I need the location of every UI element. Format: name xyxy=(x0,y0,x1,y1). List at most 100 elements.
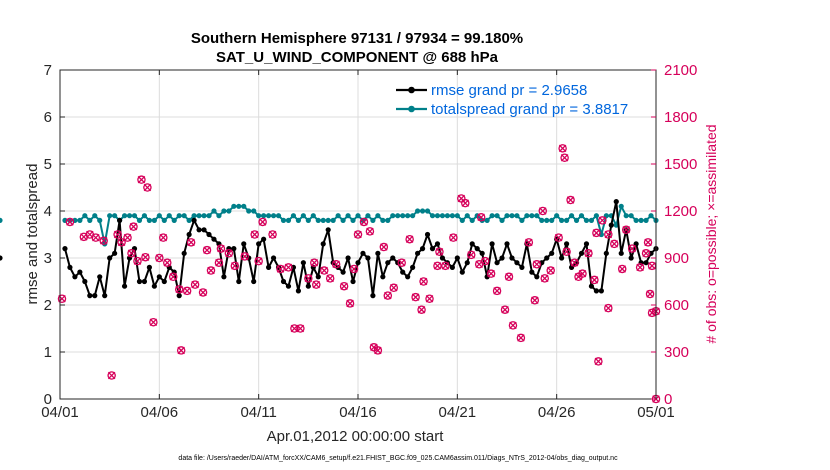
rmse-point xyxy=(603,250,609,256)
totalspread-point xyxy=(434,213,441,219)
rmse-point xyxy=(151,283,157,289)
obs-possible-marker xyxy=(216,244,226,253)
totalspread-point xyxy=(464,213,470,219)
obs-possible-marker xyxy=(143,183,152,192)
totalspread-point xyxy=(395,213,401,219)
obs-count-marker xyxy=(617,264,627,274)
totalspread-point xyxy=(410,213,416,219)
rmse-point xyxy=(266,264,272,270)
rmse-point xyxy=(305,283,311,289)
obs-count-marker xyxy=(592,228,601,238)
obs-count-marker xyxy=(433,261,442,271)
obs-assimilated-marker xyxy=(177,346,185,355)
obs-possible-marker xyxy=(117,238,126,247)
obs-assimilated-marker xyxy=(169,273,177,281)
totalspread-point xyxy=(415,208,421,214)
totalspread-point xyxy=(350,217,356,223)
obs-possible-marker xyxy=(254,256,263,266)
obs-count-marker xyxy=(276,264,285,274)
obs-count-marker xyxy=(538,206,548,216)
obs-count-marker xyxy=(127,249,136,258)
totalspread-point xyxy=(568,213,575,219)
obs-count-marker xyxy=(492,286,502,296)
rmse-point xyxy=(390,255,396,261)
obs-assimilated-marker xyxy=(304,274,313,283)
obs-count-marker xyxy=(417,305,426,314)
totalspread-point xyxy=(504,213,510,219)
obs-assimilated-marker xyxy=(117,238,126,247)
obs-count-marker xyxy=(641,249,651,258)
obs-possible-marker xyxy=(562,247,571,256)
rmse-point xyxy=(578,250,585,256)
obs-assimilated-marker xyxy=(644,238,652,247)
obs-possible-marker xyxy=(258,217,267,227)
obs-count-marker xyxy=(504,272,514,282)
totalspread-point xyxy=(156,213,162,219)
obs-assimilated-marker xyxy=(163,258,172,267)
totalspread-point xyxy=(340,217,346,223)
obs-assimilated-marker xyxy=(92,233,100,242)
obs-assimilated-marker xyxy=(207,266,215,275)
obs-count-marker xyxy=(645,289,655,299)
obs-assimilated-marker xyxy=(183,287,191,295)
obs-assimilated-marker xyxy=(296,324,305,333)
y-tick-label: 0 xyxy=(44,391,52,408)
totalspread-point xyxy=(439,213,446,219)
obs-possible-marker xyxy=(345,299,355,308)
obs-assimilated-marker xyxy=(191,280,199,289)
obs-count-marker xyxy=(107,371,116,380)
totalspread-point xyxy=(82,213,88,219)
x-tick-label: 05/01 xyxy=(637,404,675,421)
chart-title: Southern Hemisphere 97131 / 97934 = 99.1… xyxy=(191,30,523,47)
obs-count-marker xyxy=(441,261,450,271)
rmse-point xyxy=(583,241,590,247)
obs-possible-marker xyxy=(159,233,168,242)
obs-count-marker xyxy=(425,294,434,303)
obs-assimilated-marker xyxy=(360,218,368,226)
obs-assimilated-marker xyxy=(566,196,575,204)
obs-assimilated-marker xyxy=(390,284,398,292)
obs-assimilated-marker xyxy=(622,226,630,234)
obs-count-marker xyxy=(508,321,518,330)
totalspread-point xyxy=(246,208,252,214)
obs-possible-marker xyxy=(339,281,349,291)
obs-possible-marker xyxy=(319,266,329,275)
obs-count-marker xyxy=(405,234,414,244)
rmse-point xyxy=(449,264,455,270)
obs-count-marker xyxy=(224,249,234,258)
obs-count-marker xyxy=(345,299,355,308)
rmse-point xyxy=(191,217,197,223)
obs-count-marker xyxy=(554,233,563,242)
totalspread-point xyxy=(648,213,654,219)
rmse-point xyxy=(529,269,535,275)
obs-count-marker xyxy=(129,222,138,231)
axis-ticks: 04/01 04/06 04/11 04/16 04/21 04/26 05/0101234… xyxy=(41,62,697,421)
rmse-point xyxy=(77,269,83,275)
rmse-point xyxy=(236,278,242,285)
totalspread-point xyxy=(583,217,590,223)
obs-count-marker xyxy=(216,244,226,253)
obs-assimilated-marker xyxy=(570,258,579,267)
obs-count-marker xyxy=(240,252,250,261)
x-tick-label: 04/26 xyxy=(538,404,576,421)
rmse-point xyxy=(211,236,217,242)
rmse-point xyxy=(315,274,321,280)
obs-assimilated-marker xyxy=(366,227,374,236)
obs-assimilated-marker xyxy=(354,230,362,239)
obs-possible-marker xyxy=(214,258,224,267)
obs-possible-marker xyxy=(594,357,603,366)
obs-assimilated-marker xyxy=(642,249,650,258)
totalspread-point xyxy=(593,213,600,219)
totalspread-point xyxy=(171,217,177,223)
obs-assimilated-marker xyxy=(107,371,116,380)
obs-possible-marker xyxy=(574,272,583,282)
totalspread-point xyxy=(355,213,361,219)
obs-possible-marker xyxy=(449,233,458,242)
obs-possible-marker xyxy=(137,175,146,184)
obs-assimilated-marker xyxy=(425,294,434,303)
totalspread-point xyxy=(544,217,550,223)
obs-possible-marker xyxy=(425,294,434,303)
obs-count-marker xyxy=(182,286,192,296)
totalspread-point xyxy=(618,203,624,209)
